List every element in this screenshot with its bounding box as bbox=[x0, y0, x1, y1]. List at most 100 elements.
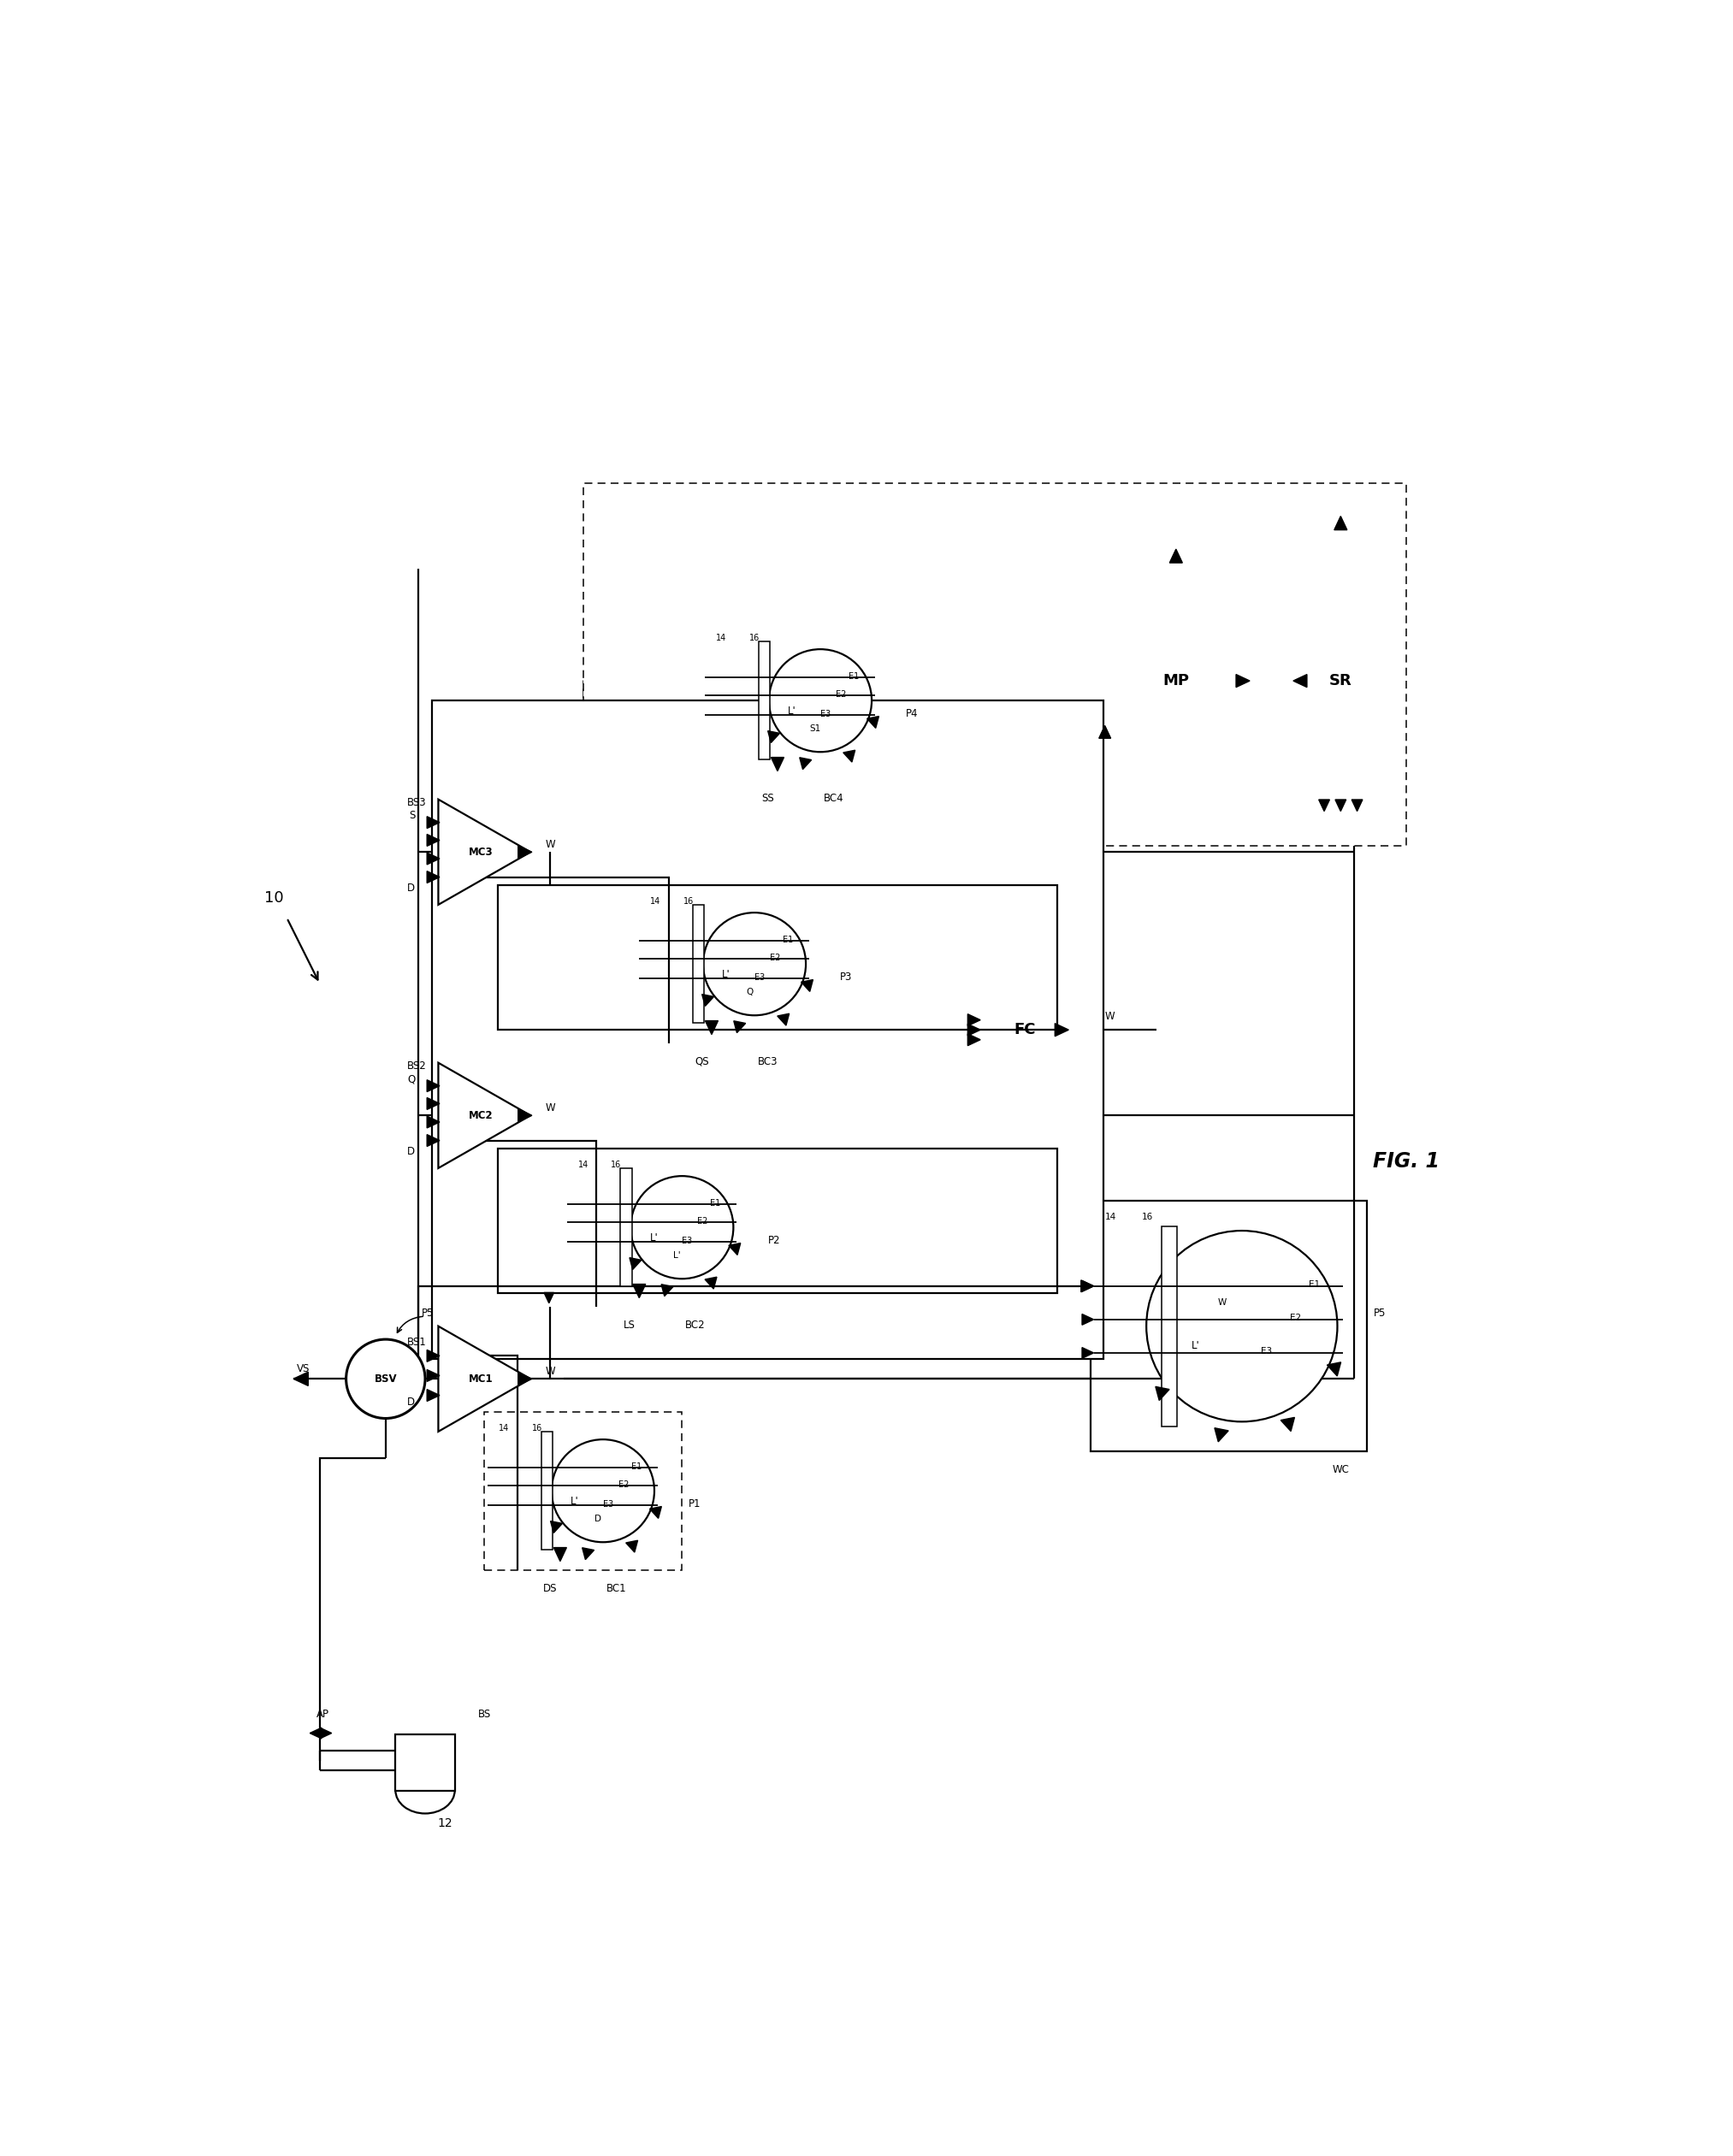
Polygon shape bbox=[310, 1727, 321, 1738]
Text: E3: E3 bbox=[603, 1501, 613, 1509]
Polygon shape bbox=[293, 1371, 308, 1386]
Bar bbox=[1295, 649, 1386, 714]
Bar bbox=[981, 996, 1068, 1063]
Text: P2: P2 bbox=[768, 1235, 780, 1246]
Polygon shape bbox=[426, 817, 440, 828]
Text: 14: 14 bbox=[577, 1160, 589, 1169]
Polygon shape bbox=[426, 1097, 440, 1110]
Text: 16: 16 bbox=[532, 1423, 542, 1432]
Polygon shape bbox=[1156, 1386, 1170, 1401]
Circle shape bbox=[551, 1440, 655, 1542]
Text: L': L' bbox=[650, 1231, 659, 1244]
Bar bbox=[584, 483, 1407, 845]
Text: MC3: MC3 bbox=[470, 847, 494, 858]
Polygon shape bbox=[967, 1024, 981, 1035]
Bar bbox=[693, 906, 704, 1024]
Bar bbox=[497, 884, 1057, 1031]
Bar bbox=[541, 1432, 553, 1550]
Text: E2: E2 bbox=[619, 1481, 629, 1490]
Polygon shape bbox=[799, 757, 811, 770]
Circle shape bbox=[1146, 1231, 1338, 1421]
Polygon shape bbox=[426, 1369, 440, 1382]
Polygon shape bbox=[544, 1294, 555, 1302]
Polygon shape bbox=[426, 871, 440, 884]
Polygon shape bbox=[555, 1548, 567, 1561]
Polygon shape bbox=[1319, 800, 1329, 811]
Polygon shape bbox=[426, 1388, 440, 1401]
Polygon shape bbox=[1334, 515, 1347, 530]
Bar bbox=[636, 884, 834, 1044]
Text: BC4: BC4 bbox=[823, 793, 844, 804]
Text: E2: E2 bbox=[835, 690, 846, 699]
Text: 16: 16 bbox=[749, 634, 759, 642]
Bar bbox=[563, 1149, 761, 1307]
Text: W: W bbox=[1106, 1011, 1114, 1022]
Polygon shape bbox=[629, 1257, 641, 1270]
Polygon shape bbox=[1081, 1281, 1094, 1291]
Polygon shape bbox=[518, 1108, 532, 1121]
Text: 14: 14 bbox=[650, 897, 660, 906]
Text: W: W bbox=[544, 839, 555, 849]
Polygon shape bbox=[1236, 675, 1249, 688]
Text: S1: S1 bbox=[809, 724, 821, 733]
Polygon shape bbox=[967, 1033, 981, 1046]
Text: VS: VS bbox=[296, 1363, 310, 1376]
Polygon shape bbox=[771, 757, 783, 772]
Polygon shape bbox=[866, 716, 879, 729]
Text: MC2: MC2 bbox=[470, 1110, 494, 1121]
Text: L': L' bbox=[1192, 1339, 1199, 1352]
Circle shape bbox=[704, 912, 806, 1015]
Text: Q: Q bbox=[745, 987, 752, 996]
Text: MP: MP bbox=[1163, 673, 1189, 688]
Bar bbox=[395, 1733, 454, 1789]
Text: D: D bbox=[407, 882, 416, 895]
Polygon shape bbox=[438, 1326, 530, 1432]
Circle shape bbox=[347, 1339, 425, 1419]
Polygon shape bbox=[626, 1539, 638, 1552]
Text: E1: E1 bbox=[849, 673, 860, 681]
Text: L': L' bbox=[570, 1496, 579, 1507]
Text: E3: E3 bbox=[683, 1238, 693, 1244]
Text: FC: FC bbox=[1014, 1022, 1035, 1037]
Text: 12: 12 bbox=[437, 1818, 452, 1828]
Text: BS1: BS1 bbox=[407, 1337, 426, 1348]
Polygon shape bbox=[778, 1013, 789, 1026]
Polygon shape bbox=[662, 1285, 672, 1296]
Text: SS: SS bbox=[761, 793, 775, 804]
Polygon shape bbox=[582, 1548, 594, 1559]
Text: P4: P4 bbox=[906, 707, 918, 720]
Bar bbox=[497, 1149, 1057, 1294]
Polygon shape bbox=[426, 1080, 440, 1091]
Text: S: S bbox=[409, 811, 416, 821]
Text: 14: 14 bbox=[716, 634, 726, 642]
Bar bbox=[620, 1169, 633, 1287]
Polygon shape bbox=[1081, 1313, 1094, 1326]
Polygon shape bbox=[426, 834, 440, 845]
Text: D: D bbox=[407, 1147, 416, 1158]
Polygon shape bbox=[1352, 800, 1362, 811]
Text: 16: 16 bbox=[683, 897, 693, 906]
Text: D: D bbox=[407, 1397, 416, 1408]
Bar bbox=[702, 621, 899, 780]
Polygon shape bbox=[1281, 1416, 1295, 1432]
Text: 10: 10 bbox=[263, 890, 282, 906]
Polygon shape bbox=[1081, 1348, 1094, 1358]
Text: E1: E1 bbox=[1308, 1281, 1321, 1289]
Text: Q: Q bbox=[407, 1074, 416, 1084]
Text: P3: P3 bbox=[841, 972, 853, 983]
Polygon shape bbox=[633, 1285, 646, 1298]
Polygon shape bbox=[1081, 1281, 1094, 1291]
Polygon shape bbox=[1334, 800, 1347, 811]
Text: E1: E1 bbox=[631, 1462, 641, 1470]
Text: SR: SR bbox=[1329, 673, 1352, 688]
Polygon shape bbox=[1055, 1024, 1069, 1037]
Polygon shape bbox=[705, 1020, 717, 1035]
Text: 14: 14 bbox=[499, 1423, 510, 1432]
Polygon shape bbox=[518, 1373, 532, 1386]
Circle shape bbox=[769, 649, 872, 752]
Text: BS2: BS2 bbox=[407, 1061, 426, 1072]
Polygon shape bbox=[1293, 675, 1307, 688]
Text: E1: E1 bbox=[711, 1199, 721, 1207]
Text: P5: P5 bbox=[1374, 1307, 1386, 1319]
Text: L': L' bbox=[723, 968, 730, 979]
